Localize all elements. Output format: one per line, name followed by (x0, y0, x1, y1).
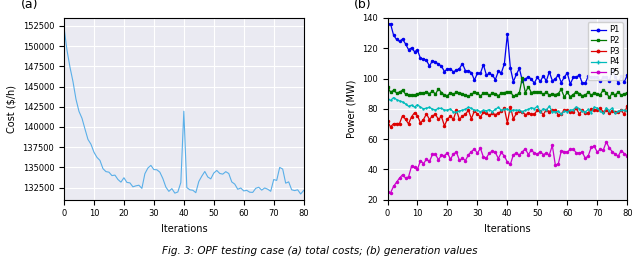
P3 (563, 109, 571, 112)
P3 (581, 111, 589, 114)
P3 (602, 109, 610, 112)
P2 (602, 91, 610, 94)
P4 (384, 97, 392, 100)
P5 (602, 140, 610, 143)
P4 (584, 108, 592, 111)
P3 (623, 104, 631, 107)
P2 (593, 92, 601, 95)
Y-axis label: Cost ($/h): Cost ($/h) (7, 85, 17, 133)
Text: (a): (a) (21, 0, 38, 11)
P5 (593, 151, 601, 154)
P1 (518, 79, 526, 82)
P2 (515, 91, 523, 94)
P2 (518, 76, 526, 79)
P2 (581, 93, 589, 97)
P3 (593, 108, 601, 111)
P5 (536, 150, 544, 153)
X-axis label: Iterations: Iterations (161, 224, 207, 234)
P1 (387, 22, 394, 25)
P5 (387, 191, 394, 194)
P4 (518, 110, 526, 113)
P1 (384, 23, 392, 26)
P3 (387, 125, 394, 129)
Line: P4: P4 (386, 96, 628, 115)
P1 (605, 80, 613, 83)
P2 (623, 91, 631, 94)
Line: P5: P5 (387, 141, 628, 194)
P1 (536, 80, 544, 83)
P4 (390, 96, 397, 99)
P5 (605, 146, 613, 150)
P3 (518, 110, 526, 113)
Line: P2: P2 (387, 77, 628, 98)
P4 (605, 109, 613, 112)
P2 (605, 96, 613, 99)
Text: (b): (b) (354, 0, 372, 11)
P2 (536, 91, 544, 94)
Line: P1: P1 (387, 23, 628, 85)
Legend: P1, P2, P3, P4, P5: P1, P2, P3, P4, P5 (588, 22, 623, 80)
P2 (563, 91, 571, 94)
P2 (384, 86, 392, 89)
P5 (581, 157, 589, 160)
Line: P3: P3 (387, 105, 628, 128)
P4 (623, 110, 631, 113)
P3 (384, 120, 392, 123)
P1 (566, 83, 574, 86)
P4 (536, 110, 544, 113)
P4 (557, 113, 565, 116)
P5 (518, 150, 526, 153)
P4 (596, 110, 604, 113)
Y-axis label: Power (MW): Power (MW) (346, 80, 356, 138)
P5 (623, 154, 631, 157)
Text: Fig. 3: OPF testing case (a) total costs; (b) generation values: Fig. 3: OPF testing case (a) total costs… (163, 246, 477, 256)
P1 (596, 79, 604, 82)
P1 (584, 75, 592, 78)
P4 (566, 109, 574, 112)
P5 (384, 190, 392, 193)
X-axis label: Iterations: Iterations (484, 224, 531, 234)
P1 (563, 71, 571, 74)
P1 (623, 74, 631, 77)
P5 (563, 151, 571, 154)
P3 (536, 110, 544, 113)
